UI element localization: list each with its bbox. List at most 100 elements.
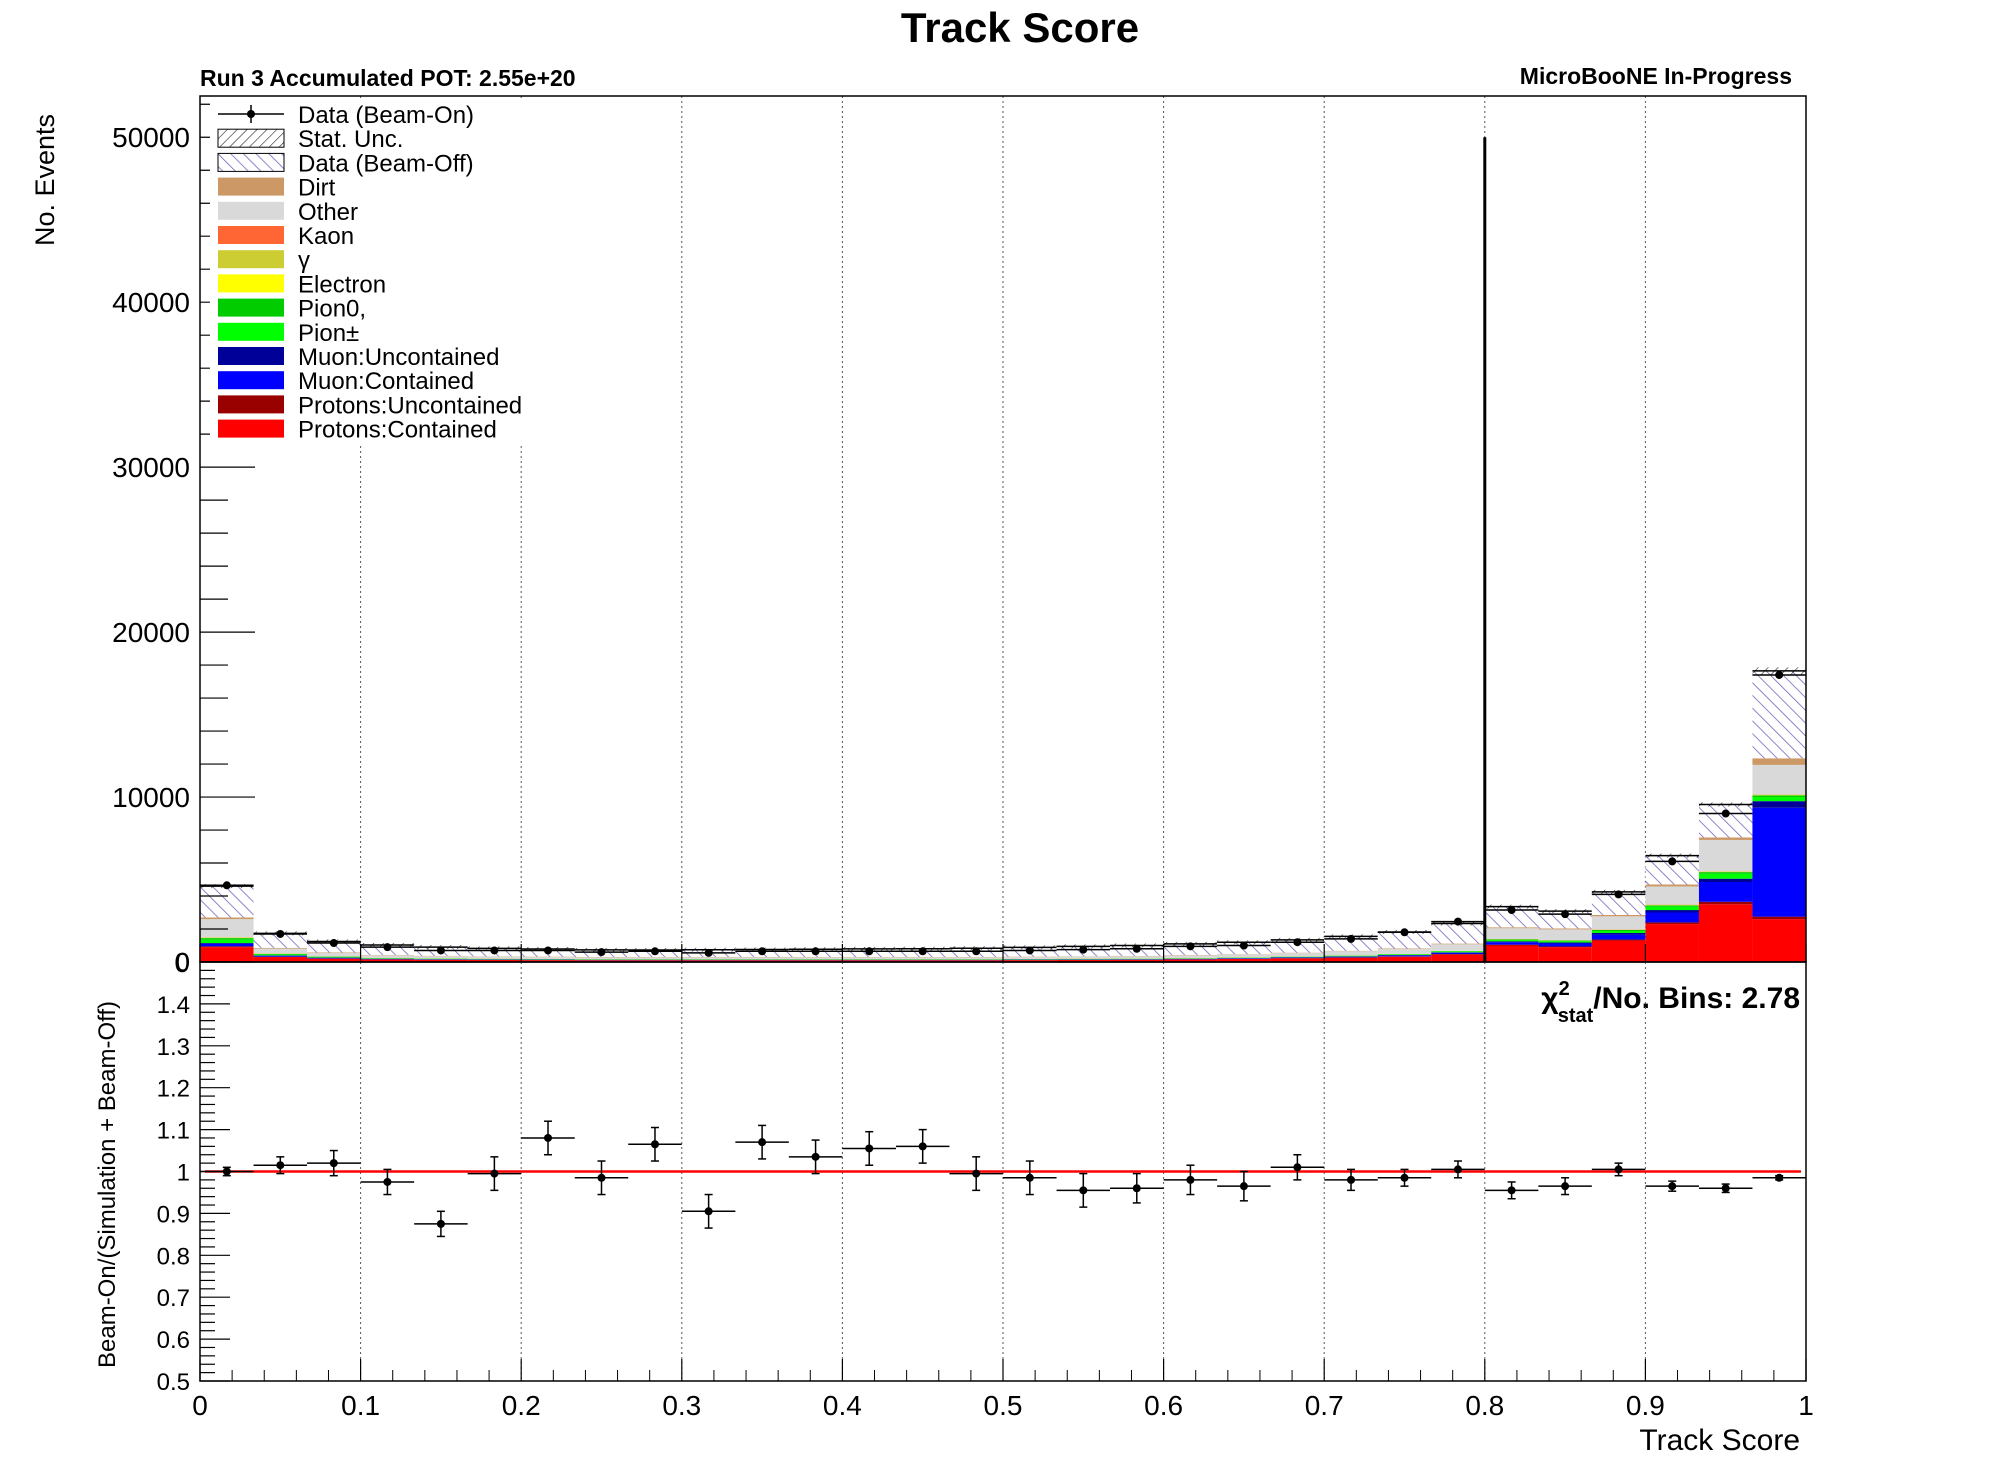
data-point bbox=[490, 946, 499, 955]
bar-segment bbox=[1538, 947, 1592, 962]
bar-segment bbox=[735, 957, 789, 959]
bar-segment bbox=[681, 957, 736, 959]
bar-segment bbox=[1538, 942, 1592, 944]
bar-segment bbox=[1645, 924, 1699, 962]
bar-segment bbox=[1645, 886, 1699, 905]
ratio-point bbox=[1507, 1186, 1516, 1195]
bar-segment bbox=[1538, 940, 1592, 942]
legend-swatch bbox=[218, 250, 284, 269]
data-point bbox=[1079, 945, 1088, 954]
legend-swatch bbox=[218, 226, 284, 244]
bar-segment bbox=[574, 957, 629, 959]
bar-segment bbox=[1645, 884, 1699, 887]
data-point bbox=[1721, 809, 1730, 818]
ratio-point bbox=[758, 1138, 767, 1147]
bar-segment bbox=[1538, 946, 1592, 948]
bar-segment bbox=[307, 957, 361, 959]
bar-segment bbox=[1324, 956, 1378, 958]
x-tick-label: 0 bbox=[192, 1390, 208, 1421]
bar-segment bbox=[1752, 801, 1806, 808]
y-tick-label-top: 50000 bbox=[112, 122, 190, 153]
bar-segment bbox=[681, 960, 736, 962]
bar-segment bbox=[628, 960, 682, 962]
subtitle-left: Run 3 Accumulated POT: 2.55e+20 bbox=[200, 65, 576, 91]
data-point bbox=[436, 946, 445, 955]
legend-label: Muon:Uncontained bbox=[298, 344, 499, 371]
bar-segment bbox=[1752, 795, 1806, 798]
bar-segment bbox=[253, 947, 308, 949]
top-data-points bbox=[200, 670, 1806, 957]
legend-swatch bbox=[218, 274, 284, 293]
ratio-point bbox=[1347, 1175, 1356, 1184]
bar-segment bbox=[1056, 960, 1111, 962]
bar-segment bbox=[1538, 928, 1592, 930]
bar-segment bbox=[1591, 934, 1646, 940]
x-tick-label: 0.5 bbox=[984, 1390, 1023, 1421]
legend-swatch bbox=[218, 322, 284, 341]
y-tick-label-top: 10000 bbox=[112, 782, 190, 813]
bar-segment bbox=[307, 958, 361, 962]
data-point bbox=[1293, 938, 1302, 947]
bar-segment bbox=[1431, 923, 1485, 944]
bar-segment bbox=[1484, 940, 1539, 942]
y-tick-label-bottom: 0.5 bbox=[157, 1369, 190, 1396]
bar-segment bbox=[200, 886, 254, 918]
x-tick-label: 0.9 bbox=[1626, 1390, 1665, 1421]
bar-segment bbox=[414, 959, 468, 962]
legend-label: Dirt bbox=[298, 175, 336, 202]
bar-segment bbox=[1377, 948, 1432, 954]
legend-label: Other bbox=[298, 199, 358, 226]
bar-segment bbox=[1698, 881, 1753, 902]
data-point bbox=[811, 947, 820, 956]
y-tick-label-top: 30000 bbox=[112, 452, 190, 483]
ratio-point bbox=[544, 1133, 553, 1142]
bar-segment bbox=[307, 953, 361, 957]
bar-segment bbox=[1645, 905, 1699, 907]
legend-label: Kaon bbox=[298, 223, 354, 250]
bar-segment bbox=[949, 960, 1003, 962]
bar-segment bbox=[1163, 959, 1218, 962]
bar-segment bbox=[200, 919, 254, 938]
bar-segment bbox=[1591, 916, 1646, 930]
y-tick-label-bottom: 0.6 bbox=[157, 1327, 190, 1354]
data-point bbox=[650, 947, 659, 956]
y-tick-label-top: 0 bbox=[174, 947, 190, 978]
bar-segment bbox=[253, 954, 308, 956]
bar-segment bbox=[1003, 960, 1057, 962]
y-tick-label-bottom: 1 bbox=[177, 1160, 190, 1187]
bar-segment bbox=[360, 955, 415, 958]
legend: Data (Beam-On)Stat. Unc.Data (Beam-Off)D… bbox=[210, 100, 540, 445]
bar-segment bbox=[842, 960, 896, 962]
bar-segment bbox=[1431, 952, 1485, 955]
legend-label: Pion0, bbox=[298, 296, 366, 323]
y-tick-label-top: 40000 bbox=[112, 287, 190, 318]
y-tick-label-bottom: 0.8 bbox=[157, 1243, 190, 1270]
bar-segment bbox=[200, 939, 254, 944]
bar-segment bbox=[1698, 837, 1753, 840]
bar-segment bbox=[735, 960, 789, 962]
legend-label: Data (Beam-On) bbox=[298, 102, 474, 129]
legend-label: Muon:Contained bbox=[298, 368, 474, 395]
bar-segment bbox=[200, 943, 254, 947]
top-gridlines bbox=[360, 96, 1646, 962]
x-tick-label: 0.6 bbox=[1144, 1390, 1183, 1421]
bar-segment bbox=[1698, 873, 1753, 879]
bar-segment bbox=[1591, 930, 1646, 933]
bar-segment bbox=[1645, 906, 1699, 911]
bar-segment bbox=[1591, 939, 1646, 941]
x-tick-label: 0.1 bbox=[341, 1390, 380, 1421]
bar-segment bbox=[1645, 912, 1699, 923]
data-point bbox=[704, 948, 713, 957]
bar-segment bbox=[1377, 955, 1432, 957]
ratio-point bbox=[1025, 1173, 1034, 1182]
x-axis-title: Track Score bbox=[1639, 1424, 1800, 1457]
ratio-point bbox=[1614, 1165, 1623, 1174]
ratio-point bbox=[436, 1219, 445, 1228]
subtitle-right: MicroBooNE In-Progress bbox=[1520, 63, 1792, 89]
legend-swatch bbox=[217, 152, 285, 172]
data-point bbox=[972, 947, 981, 956]
legend-swatch bbox=[217, 128, 285, 148]
chart-title: Track Score bbox=[901, 4, 1139, 51]
legend-swatch bbox=[218, 298, 284, 317]
bar-segment bbox=[1484, 939, 1539, 941]
